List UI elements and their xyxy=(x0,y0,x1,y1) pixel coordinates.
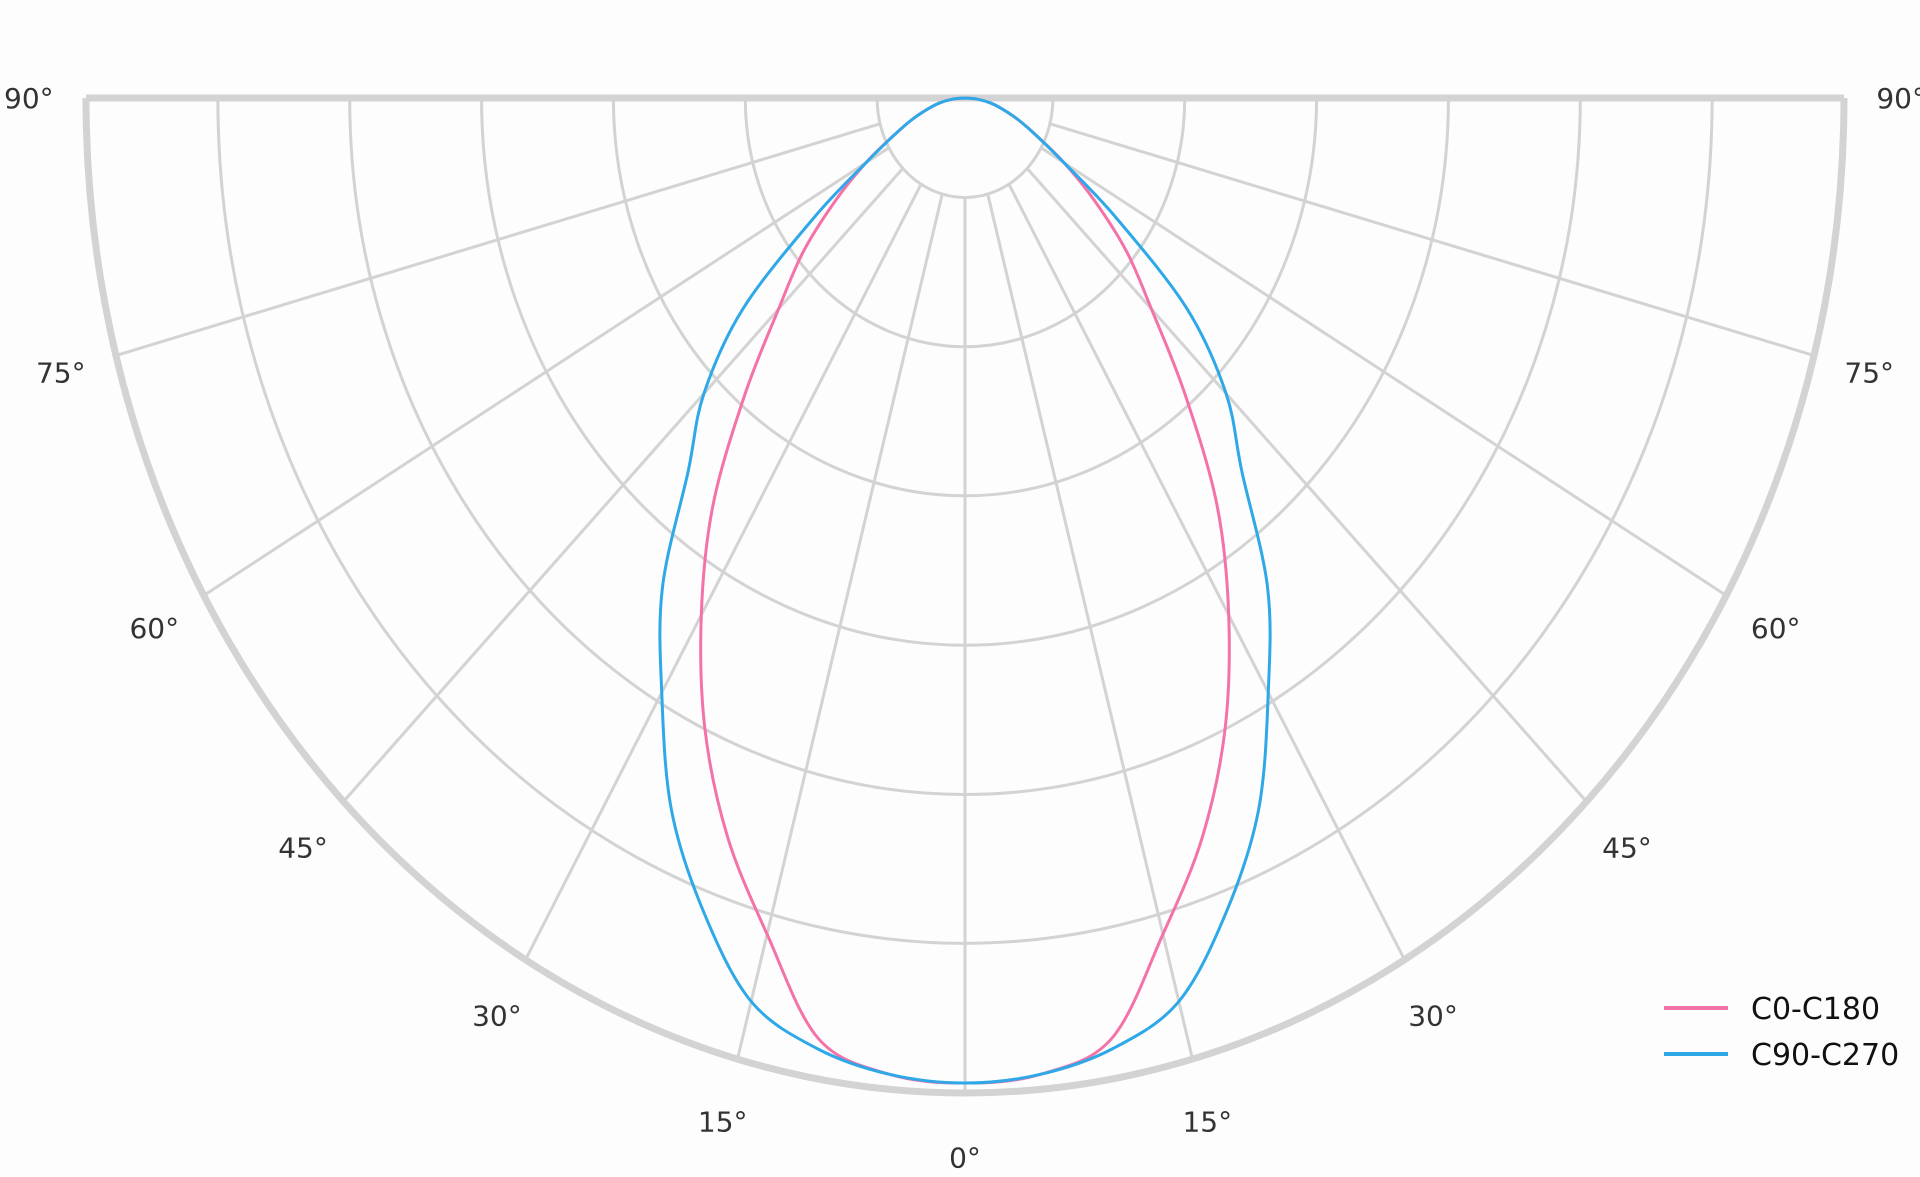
angle-tick-label: 45° xyxy=(278,831,328,864)
grid-spoke xyxy=(342,167,904,803)
curves xyxy=(658,96,1272,1085)
legend-label-c90-c270: C90-C270 xyxy=(1751,1038,1899,1073)
angle-ticks: 0° 15° 15° 30° 30° 45° 45° 60° 60° 75° 75° 90° 90° xyxy=(4,82,1920,1175)
angle-tick-label: 30° xyxy=(472,1000,522,1033)
grid-spoke xyxy=(1026,167,1588,803)
grid-ring xyxy=(875,97,1055,199)
grid-spoke xyxy=(1007,183,1406,961)
grid-spoke xyxy=(202,146,890,597)
angle-tick-label: 45° xyxy=(1602,831,1652,864)
legend-label-c0-c180: C0-C180 xyxy=(1751,992,1880,1027)
angle-tick-label: 90° xyxy=(4,82,54,115)
grid-spoke xyxy=(115,122,881,357)
angle-tick-label: 60° xyxy=(129,612,179,645)
grid xyxy=(82,94,1848,1097)
grid-spoke xyxy=(736,193,944,1060)
angle-tick-label: 30° xyxy=(1408,1000,1458,1033)
angle-tick-label: 15° xyxy=(698,1106,748,1139)
series-c90-c270 xyxy=(658,96,1272,1085)
grid-spoke xyxy=(986,193,1194,1060)
grid-spoke xyxy=(1040,146,1728,597)
angle-tick-label: 90° xyxy=(1876,82,1920,115)
angle-tick-label: 15° xyxy=(1182,1106,1232,1139)
angle-tick-label: 75° xyxy=(1844,356,1894,389)
angle-tick-label: 75° xyxy=(36,356,86,389)
angle-tick-label: 60° xyxy=(1751,612,1801,645)
grid-spoke xyxy=(524,183,923,961)
legend: C0-C180 C90-C270 xyxy=(1664,992,1899,1073)
angle-tick-label: 0° xyxy=(949,1142,981,1175)
grid-spoke xyxy=(1049,122,1815,357)
